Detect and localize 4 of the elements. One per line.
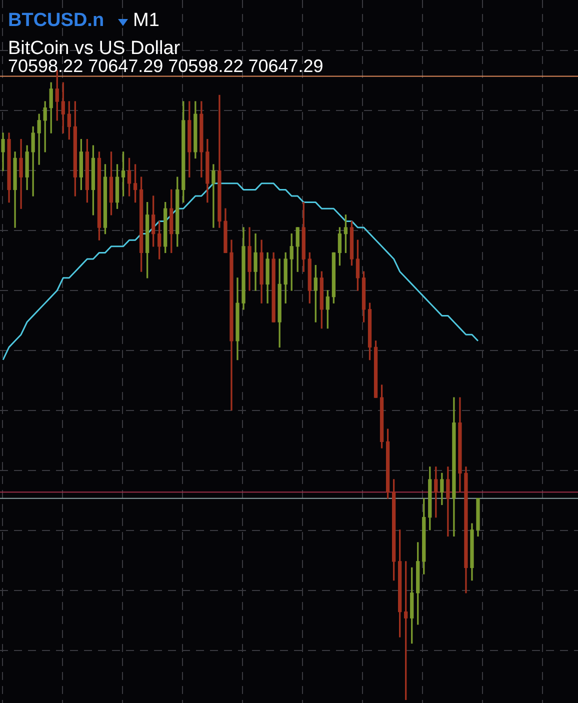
annotation: 70598.22 70647.29 70598.22 70647.29 xyxy=(8,56,324,77)
chart-title: BTCUSD.n xyxy=(8,10,104,32)
chart-subtitle: BitCoin vs US Dollar xyxy=(8,38,180,59)
text: M1 xyxy=(133,10,160,32)
